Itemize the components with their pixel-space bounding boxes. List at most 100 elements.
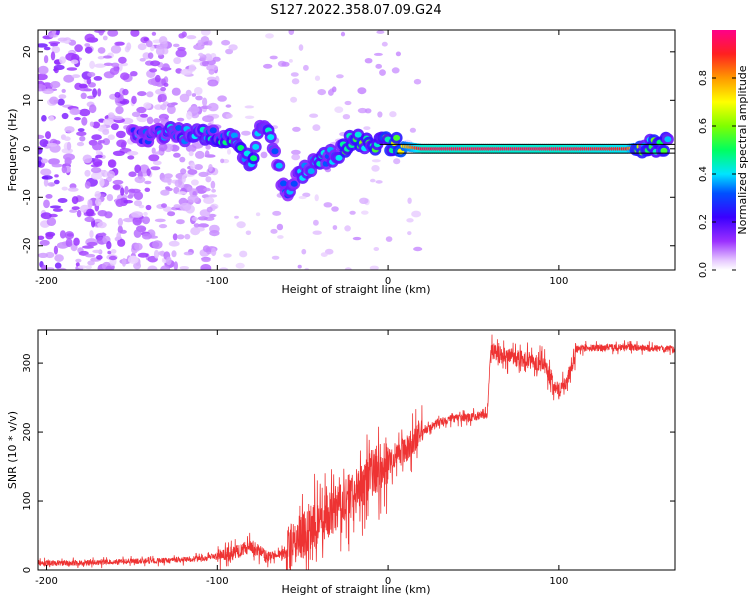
spectrogram-noise-cell: [48, 32, 54, 38]
spectrogram-noise-cell: [140, 113, 148, 118]
spectrogram-noise-cell: [121, 257, 127, 267]
spectrogram-noise-cell: [391, 67, 400, 74]
spectrogram-ridge-core: [230, 132, 238, 139]
spectrogram-noise-cell: [78, 83, 88, 89]
spectrogram-noise-cell: [197, 39, 202, 47]
spectrogram-noise-cell: [171, 250, 177, 258]
spectrogram-noise-cell: [111, 123, 119, 131]
spectrogram-noise-cell: [86, 208, 94, 217]
spectrogram-noise-cell: [379, 69, 386, 76]
colorbar: 0.0 0.2 0.4 0.6 0.8 Normalized spectral ampl…: [698, 30, 749, 278]
spectrogram-noise-cell: [117, 225, 123, 234]
spectrogram-ridge-core: [307, 168, 315, 175]
spectrogram-noise-cell: [133, 200, 143, 207]
spectrogram-ridge-core: [175, 125, 183, 131]
spectrogram-noise-cell: [80, 92, 87, 100]
spectrogram-noise-cell: [84, 169, 91, 177]
spectrogram-noise-cell: [158, 224, 168, 229]
spectrogram-noise-cell: [171, 87, 181, 96]
spectrogram-noise-cell: [66, 67, 78, 71]
spectrogram-noise-cell: [220, 158, 225, 164]
spectrogram-noise-cell: [63, 74, 75, 83]
spectrogram-noise-cell: [146, 116, 154, 125]
spectrogram-ridge-core: [271, 148, 279, 155]
spectrogram-noise-cell: [413, 246, 423, 252]
spectrogram-noise-cell: [290, 72, 299, 77]
spectrogram-ridge-core: [209, 127, 217, 134]
spectrogram-noise-cell: [205, 144, 211, 150]
spectrogram-noise-cell: [173, 43, 180, 48]
spectrogram-noise-cell: [207, 79, 219, 87]
spectrogram-noise-cell: [133, 261, 142, 270]
spectrogram-noise-cell: [245, 230, 252, 236]
y-tick-label: 20: [22, 45, 33, 58]
spectrogram-noise-cell: [86, 78, 92, 85]
spectrogram-noise-cell: [106, 241, 112, 250]
spectrogram-noise-cell: [271, 255, 280, 260]
spectrogram-noise-cell: [221, 39, 231, 46]
spectrogram-noise-cell: [54, 67, 59, 74]
spectrogram-noise-cell: [111, 62, 120, 68]
spectrogram-noise-cell: [42, 88, 54, 95]
spectrogram-noise-cell: [110, 249, 117, 254]
spectrogram-noise-cell: [244, 115, 255, 120]
spectrogram-noise-cell: [197, 223, 209, 228]
spectrogram-noise-cell: [203, 187, 211, 192]
spectrogram-noise-cell: [181, 174, 186, 183]
spectrogram-heatmap: [38, 30, 675, 270]
spectrogram-noise-cell: [312, 230, 322, 235]
spectrogram-noise-cell: [149, 68, 158, 73]
spectrogram-noise-cell: [291, 153, 301, 161]
spectrogram-noise-cell: [143, 211, 148, 216]
spectrogram-noise-cell: [44, 267, 55, 270]
spectrogram-noise-cell: [344, 267, 352, 270]
spectrogram-noise-cell: [58, 94, 67, 99]
spectrogram-noise-cell: [172, 233, 178, 241]
spectrogram-noise-cell: [112, 115, 124, 121]
spectrogram-noise-cell: [117, 217, 123, 227]
spectrogram-noise-cell: [107, 134, 115, 140]
spectrogram-noise-cell: [84, 43, 91, 47]
spectrogram-noise-cell: [320, 252, 328, 257]
spectrogram-noise-cell: [208, 164, 213, 172]
spectrogram-noise-cell: [102, 129, 110, 135]
spectrogram-noise-cell: [134, 176, 146, 184]
spectrogram-noise-cell: [195, 185, 208, 194]
spectrogram-noise-cell: [210, 247, 217, 257]
spectrogram-noise-cell: [61, 88, 66, 93]
spectrogram-noise-cell: [225, 104, 232, 108]
spectrogram-noise-cell: [95, 154, 103, 159]
spectrogram-noise-cell: [191, 179, 199, 186]
spectrogram-noise-cell: [45, 233, 54, 240]
spectrogram-noise-cell: [153, 249, 160, 259]
spectrogram-noise-cell: [45, 131, 51, 140]
colorbar-tick-label: 0.8: [698, 70, 709, 86]
spectrogram-noise-cell: [41, 115, 47, 122]
spectrogram-noise-cell: [163, 206, 172, 212]
spectrogram-noise-cell: [114, 91, 121, 98]
spectrogram-ridge-core: [660, 147, 668, 154]
spectrogram-noise-cell: [144, 187, 151, 192]
spectrogram-noise-cell: [154, 218, 166, 223]
spectrogram-noise-cell: [76, 209, 82, 218]
spectrogram-noise-cell: [409, 127, 416, 133]
spectrogram-noise-cell: [191, 216, 198, 222]
spectrogram-noise-cell: [57, 267, 67, 270]
spectrogram-noise-cell: [314, 194, 319, 202]
spectrogram-noise-cell: [143, 37, 149, 42]
spectrogram-noise-cell: [95, 198, 102, 207]
spectrogram-ridge-core: [252, 143, 260, 150]
spectrogram-noise-cell: [210, 180, 216, 189]
spectrogram-noise-cell: [136, 106, 147, 114]
spectrogram-noise-cell: [161, 63, 170, 72]
spectrogram-noise-cell: [87, 260, 95, 266]
spectrogram-noise-cell: [96, 255, 103, 260]
spectrogram-noise-cell: [201, 60, 209, 67]
spectrogram-noise-cell: [133, 191, 144, 200]
spectrogram-noise-cell: [177, 234, 185, 240]
spectrogram-noise-cell: [73, 237, 80, 246]
spectrogram-noise-cell: [43, 199, 50, 209]
spectrogram-noise-cell: [96, 149, 101, 156]
spectrogram-noise-cell: [86, 241, 98, 246]
x-tick-label: -200: [35, 576, 58, 587]
